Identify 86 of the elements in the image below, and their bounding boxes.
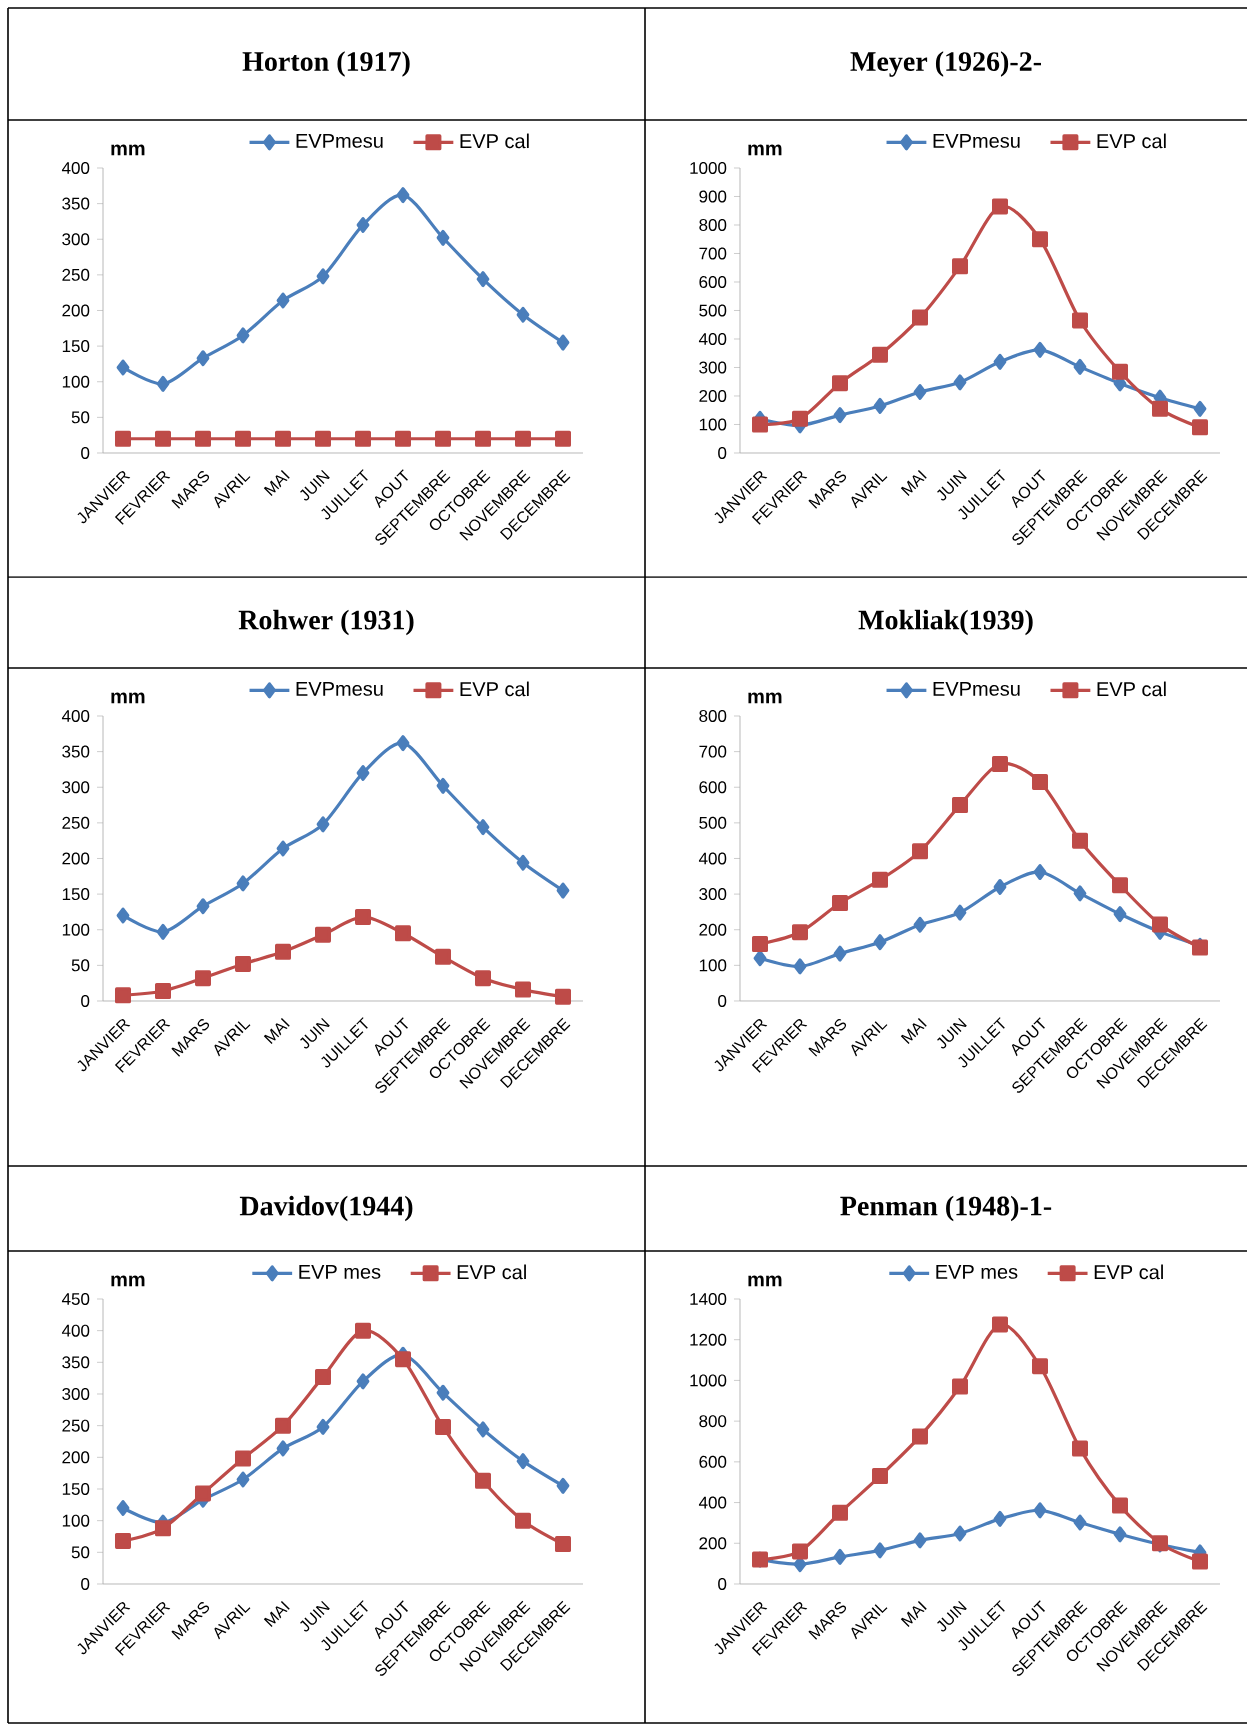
y-tick-label: 800: [699, 1415, 727, 1428]
y-tick-label: 450: [61, 1292, 90, 1305]
y-tick-label: 500: [699, 816, 727, 829]
chart-title: Penman (1948)-1-: [840, 1195, 1052, 1222]
y-tick-label: 500: [699, 304, 727, 317]
y-tick-label: 400: [698, 332, 727, 345]
legend-label: EVP mes: [936, 1264, 1018, 1279]
y-tick-label: 200: [699, 1537, 727, 1550]
x-tick-label: MAI: [263, 470, 290, 496]
y-tick-label: 0: [81, 446, 90, 459]
y-tick-label: 700: [699, 745, 727, 758]
legend-label: EVPmesu: [933, 681, 1020, 696]
chart-title: Davidov(1944): [239, 1195, 413, 1222]
y-tick-label: 400: [61, 709, 90, 722]
y-tick-label: 50: [71, 1546, 90, 1559]
y-tick-label: 350: [62, 745, 90, 758]
y-tick-label: 350: [62, 197, 90, 210]
y-tick-label: 0: [81, 994, 90, 1007]
legend-label: EVP cal: [457, 1264, 526, 1280]
y-tick-label: 700: [699, 247, 727, 260]
y-tick-label: 0: [81, 1577, 90, 1590]
x-tick-label: MAI: [263, 1601, 290, 1627]
y-tick-label: 150: [62, 340, 90, 353]
legend-label: EVP mes: [299, 1264, 381, 1279]
y-tick-label: 250: [62, 816, 90, 829]
y-tick-label: 50: [71, 411, 90, 424]
y-tick-label: 0: [718, 446, 727, 459]
x-tick-label: MAI: [263, 1018, 290, 1044]
legend-label: EVPmesu: [296, 681, 383, 696]
x-tick-label: MAI: [900, 1601, 927, 1627]
y-tick-label: 0: [718, 1577, 727, 1590]
y-tick-label: 200: [62, 852, 90, 865]
y-tick-label: 100: [699, 959, 727, 972]
y-tick-label: 300: [62, 1387, 90, 1400]
y-tick-label: 100: [62, 1514, 90, 1527]
y-tick-label: 1200: [690, 1333, 727, 1346]
y-tick-label: 200: [699, 389, 727, 402]
y-tick-label: 600: [699, 1455, 727, 1468]
y-tick-label: 1400: [690, 1292, 727, 1305]
y-tick-label: 400: [698, 1496, 727, 1509]
y-tick-label: 900: [699, 190, 727, 203]
y-axis-title: mm: [748, 144, 782, 156]
chart-title: Horton (1917): [242, 51, 410, 77]
y-tick-label: 0: [718, 994, 727, 1007]
chart-title: Meyer (1926)-2-: [850, 51, 1042, 77]
y-tick-label: 250: [62, 268, 90, 281]
chart-title: Mokliak(1939): [858, 609, 1033, 636]
y-axis-title: mm: [111, 1275, 145, 1287]
y-tick-label: 300: [699, 888, 727, 901]
y-tick-label: 300: [62, 233, 90, 246]
y-tick-label: 100: [699, 418, 727, 431]
legend-label: EVP cal: [460, 681, 529, 697]
y-tick-label: 100: [62, 375, 90, 388]
y-tick-label: 600: [699, 781, 727, 794]
y-axis-title: mm: [111, 692, 145, 704]
y-tick-label: 400: [61, 1324, 90, 1337]
legend-label: EVP cal: [1097, 681, 1166, 697]
y-tick-label: 150: [62, 888, 90, 901]
y-tick-label: 800: [699, 709, 727, 722]
y-axis-title: mm: [748, 1275, 782, 1287]
x-tick-label: MAI: [900, 1018, 927, 1044]
y-tick-label: 50: [71, 959, 90, 972]
x-tick-label: MAI: [900, 470, 927, 496]
legend-label: EVP cal: [1097, 133, 1166, 149]
y-tick-label: 300: [699, 361, 727, 374]
y-tick-label: 100: [62, 923, 90, 936]
y-tick-label: 300: [62, 781, 90, 794]
legend-label: EVPmesu: [296, 133, 383, 148]
legend-label: EVPmesu: [933, 133, 1020, 148]
y-axis-title: mm: [111, 144, 145, 156]
y-tick-label: 400: [698, 852, 727, 865]
y-tick-label: 150: [62, 1482, 90, 1495]
y-tick-label: 250: [62, 1419, 90, 1432]
chart-title: Rohwer (1931): [238, 609, 414, 636]
legend-label: EVP cal: [460, 133, 529, 149]
y-tick-label: 200: [699, 923, 727, 936]
y-tick-label: 1000: [690, 1374, 727, 1387]
y-tick-label: 600: [699, 275, 727, 288]
y-tick-label: 200: [62, 304, 90, 317]
y-tick-label: 350: [62, 1356, 90, 1369]
y-tick-label: 1000: [690, 161, 727, 174]
y-tick-label: 800: [699, 218, 727, 231]
y-tick-label: 400: [61, 161, 90, 174]
legend-label: EVP cal: [1094, 1264, 1163, 1280]
y-axis-title: mm: [748, 692, 782, 704]
y-tick-label: 200: [62, 1451, 90, 1464]
